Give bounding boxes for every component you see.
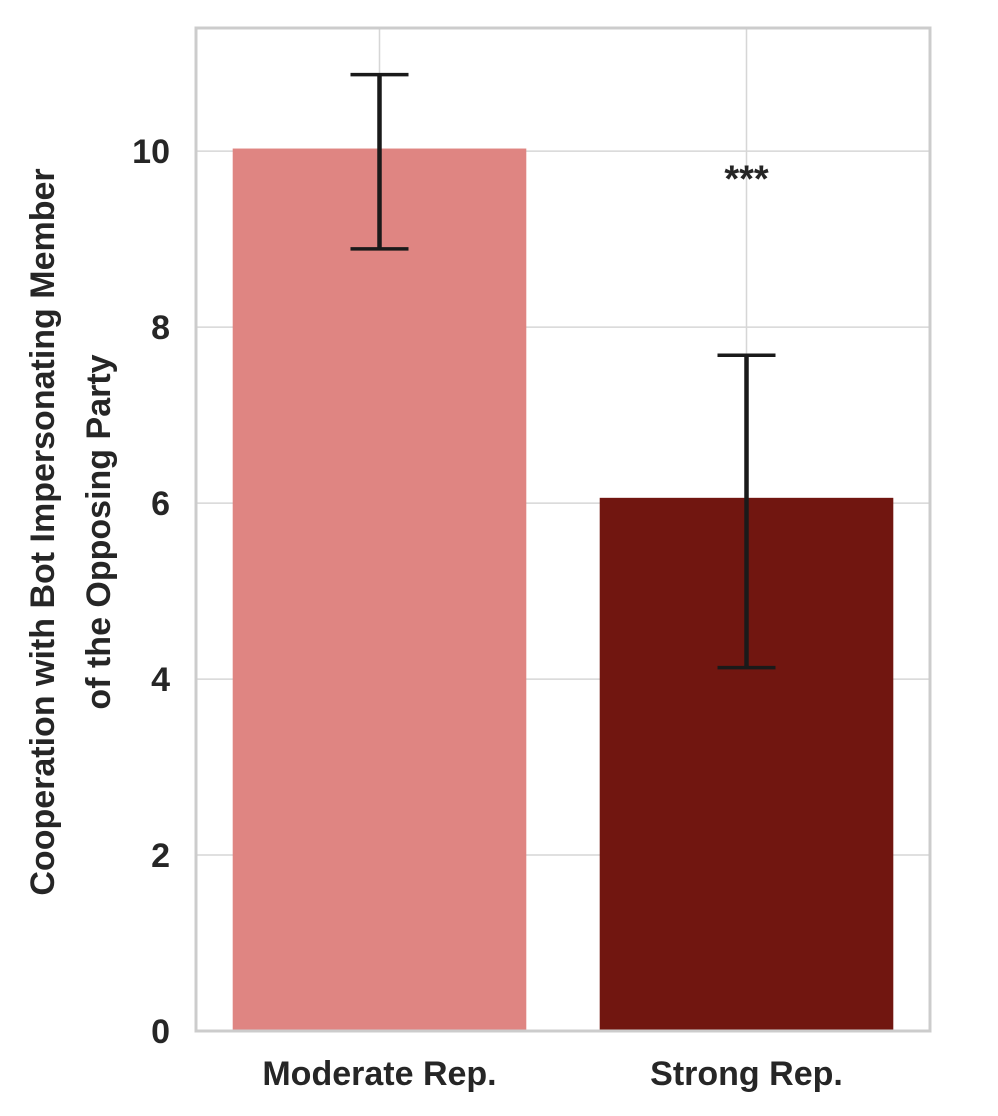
y-tick-label-1: 2 [151, 837, 170, 875]
annotations: *** [724, 159, 769, 201]
y-tick-label-0: 0 [151, 1013, 170, 1051]
y-axis-title-line-1: Cooperation with Bot Impersonating Membe… [24, 168, 62, 895]
x-tick-labels: Moderate Rep. Strong Rep. [262, 1055, 842, 1093]
y-tick-label-2: 4 [151, 661, 170, 699]
bars [232, 148, 894, 1032]
y-axis-title-line-2: of the Opposing Party [80, 354, 118, 709]
x-tick-label-1: Strong Rep. [650, 1055, 843, 1093]
y-tick-label-4: 8 [151, 309, 170, 347]
significance-annotation-0: *** [724, 159, 769, 201]
error-bars [350, 72, 776, 670]
y-tick-label-5: 10 [132, 133, 170, 171]
x-tick-label-0: Moderate Rep. [262, 1055, 496, 1093]
plot-frame [194, 26, 932, 1033]
y-tick-label-3: 6 [151, 485, 170, 523]
bar-0 [232, 148, 527, 1032]
y-tick-labels: 0 2 4 6 8 10 [132, 133, 170, 1051]
